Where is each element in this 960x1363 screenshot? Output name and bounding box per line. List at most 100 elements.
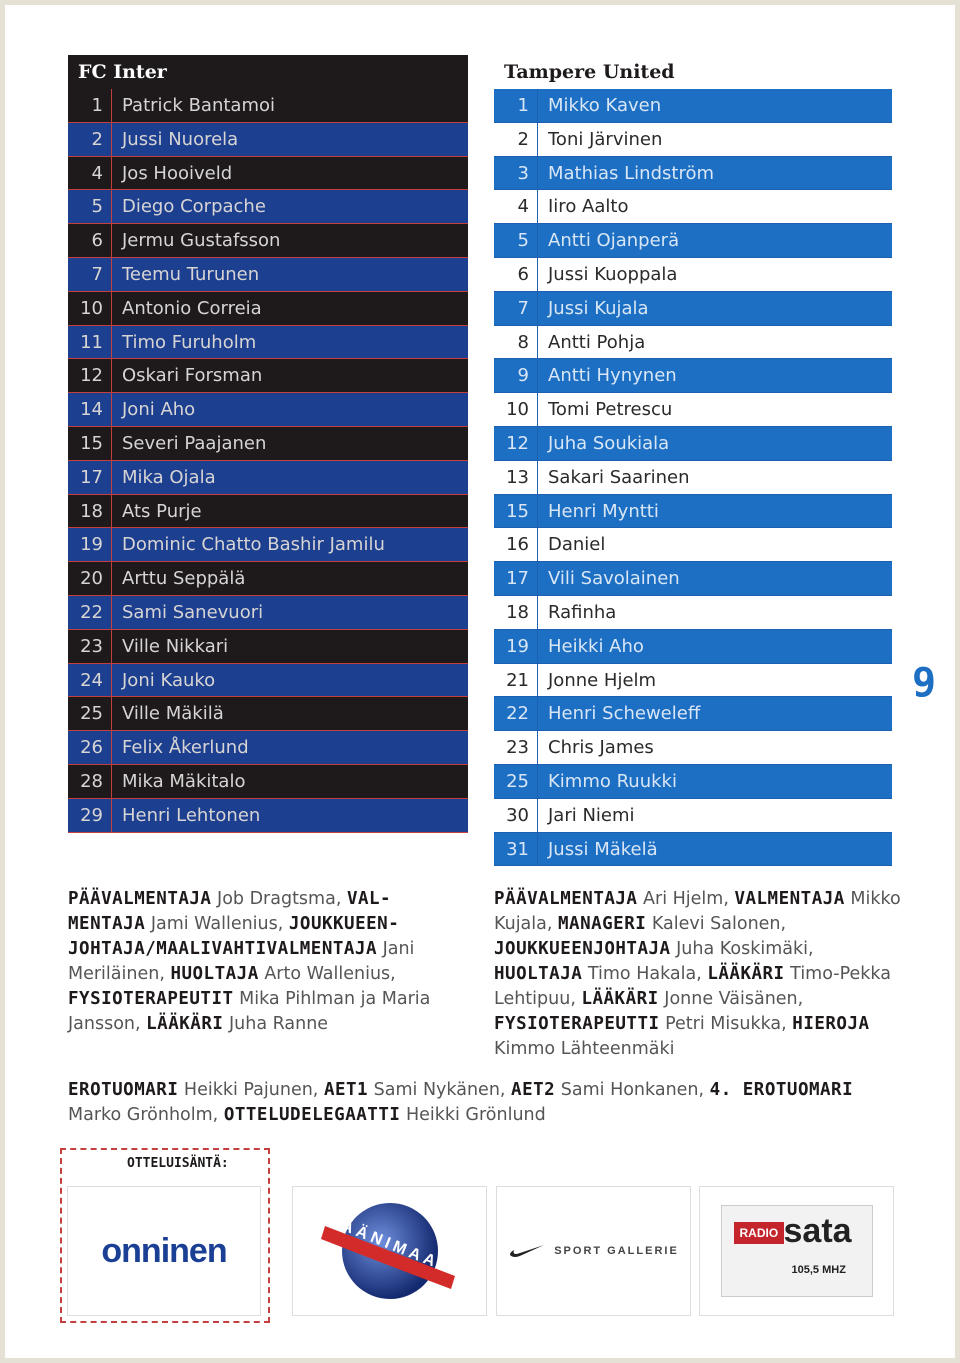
- person-name: Heikki Grönlund: [400, 1105, 546, 1125]
- player-number: 1: [68, 89, 112, 122]
- player-row: 7 Jussi Kujala: [494, 291, 892, 326]
- player-number: 13: [494, 460, 538, 494]
- player-row: 28 Mika Mäkitalo: [68, 764, 468, 799]
- person-name: Juha Ranne: [223, 1014, 329, 1034]
- roster-fc-inter: FC Inter 1 Patrick Bantamoi 2 Jussi Nuorela…: [68, 55, 468, 833]
- player-number: 28: [68, 764, 112, 798]
- player-name: Jari Niemi: [548, 804, 635, 826]
- role-label: FYSIOTERAPEUTTI: [494, 1014, 660, 1034]
- player-number: 19: [494, 629, 538, 663]
- sport-gallerie-wordmark: SPORT GALLERIE: [554, 1245, 679, 1257]
- player-row: 9 Antti Hynynen: [494, 359, 892, 394]
- player-row: 24 Joni Kauko: [68, 663, 468, 698]
- player-row: 6 Jussi Kuoppala: [494, 257, 892, 292]
- player-name: Jussi Mäkelä: [548, 838, 658, 860]
- role-label: PÄÄVALMENTAJA: [494, 889, 638, 909]
- player-row: 6 Jermu Gustafsson: [68, 224, 468, 258]
- player-row: 22 Sami Sanevuori: [68, 595, 468, 630]
- person-name: Mikko Kujala,: [494, 889, 901, 934]
- player-row: 11 Timo Furuholm: [68, 325, 468, 360]
- player-name: Juha Soukiala: [548, 432, 670, 454]
- player-row: 14 Joni Aho: [68, 393, 468, 427]
- player-list: 1 Mikko Kaven 2 Toni Järvinen 3 Mathias Linds…: [494, 89, 892, 867]
- player-name: Ats Purje: [122, 500, 202, 522]
- player-number: 31: [494, 832, 538, 866]
- role-label: OTTELUDELEGAATTI: [223, 1105, 401, 1125]
- role-label: HUOLTAJA: [494, 964, 583, 984]
- player-name: Mika Mäkitalo: [122, 770, 246, 792]
- player-number: 14: [68, 393, 112, 426]
- player-row: 7 Teemu Turunen: [68, 257, 468, 292]
- player-row: 26 Felix Åkerlund: [68, 731, 468, 765]
- player-name: Antti Pohja: [548, 331, 646, 353]
- player-name: Iiro Aalto: [548, 196, 629, 218]
- aanimaa-logo: ÄÄNIMAA: [293, 1187, 486, 1315]
- player-number: 15: [494, 494, 538, 528]
- player-row: 23 Ville Nikkari: [68, 629, 468, 664]
- player-number: 11: [68, 325, 112, 359]
- player-name: Antti Hynynen: [548, 365, 677, 387]
- player-number: 18: [494, 595, 538, 629]
- player-name: Heikki Aho: [548, 635, 644, 657]
- roster-tampere-united: Tampere United 1 Mikko Kaven 2 Toni Järvine…: [494, 55, 892, 867]
- player-name: Mikko Kaven: [548, 95, 662, 116]
- player-row: 21 Jonne Hjelm: [494, 663, 892, 698]
- person-name: Kimmo Lähteenmäki: [494, 1039, 675, 1059]
- role-label: AET2: [511, 1080, 556, 1100]
- player-name: Joni Aho: [122, 399, 196, 421]
- player-name: Toni Järvinen: [548, 128, 663, 150]
- player-row: 5 Antti Ojanperä: [494, 224, 892, 258]
- role-label: LÄÄKÄRI: [581, 989, 659, 1009]
- player-number: 29: [68, 798, 112, 832]
- player-name: Arttu Seppälä: [122, 568, 246, 590]
- player-number: 2: [494, 122, 538, 156]
- role-label: HUOLTAJA: [170, 964, 259, 984]
- player-name: Jonne Hjelm: [548, 669, 657, 691]
- player-name: Vili Savolainen: [548, 568, 680, 590]
- player-number: 7: [68, 257, 112, 291]
- player-row: 3 Mathias Lindström: [494, 156, 892, 191]
- player-row: 12 Juha Soukiala: [494, 426, 892, 461]
- player-row: 4 Jos Hooiveld: [68, 156, 468, 191]
- player-row: 16 Daniel: [494, 528, 892, 563]
- role-label: AET1: [323, 1080, 369, 1100]
- player-number: 3: [494, 156, 538, 190]
- match-officials: EROTUOMARI Heikki Pajunen, AET1 Sami Nyk…: [68, 1078, 888, 1128]
- player-number: 4: [494, 190, 538, 224]
- player-row: 18 Ats Purje: [68, 494, 468, 529]
- player-name: Daniel: [548, 534, 606, 556]
- onninen-wordmark: onninen: [101, 1231, 227, 1270]
- player-row: 30 Jari Niemi: [494, 798, 892, 833]
- player-number: 23: [494, 731, 538, 764]
- player-row: 22 Henri Scheweleff: [494, 697, 892, 732]
- player-row: 1 Patrick Bantamoi: [68, 89, 468, 123]
- sport-gallerie-logo: SPORT GALLERIE: [497, 1187, 690, 1315]
- player-number: 12: [68, 359, 112, 393]
- player-number: 16: [494, 528, 538, 562]
- player-number: 25: [68, 697, 112, 731]
- player-number: 9: [494, 359, 538, 393]
- page-number: 9: [912, 660, 937, 706]
- role-label: 4. EROTUOMARI: [709, 1080, 854, 1100]
- person-name: Juha Koskimäki,: [670, 939, 814, 959]
- player-name: Teemu Turunen: [122, 263, 260, 285]
- player-number: 4: [68, 156, 112, 190]
- player-row: 20 Arttu Seppälä: [68, 562, 468, 596]
- player-name: Kimmo Ruukki: [548, 770, 677, 792]
- player-number: 1: [494, 89, 538, 122]
- radio-sata-logo: RADIO sata 105,5 MHZ: [700, 1187, 893, 1315]
- player-row: 8 Antti Pohja: [494, 325, 892, 360]
- player-number: 17: [68, 460, 112, 494]
- player-name: Chris James: [548, 737, 654, 759]
- player-number: 5: [68, 190, 112, 224]
- player-number: 7: [494, 291, 538, 325]
- person-name: Arto Wallenius,: [258, 964, 396, 984]
- player-name: Jos Hooiveld: [122, 162, 233, 184]
- role-label: FYSIOTERAPEUTIT: [68, 989, 234, 1009]
- player-number: 22: [68, 595, 112, 629]
- role-label: JOUKKUEENJOHTAJA: [494, 939, 671, 959]
- player-number: 25: [494, 764, 538, 798]
- player-row: 10 Tomi Petrescu: [494, 393, 892, 427]
- player-name: Henri Scheweleff: [548, 703, 701, 725]
- player-number: 12: [494, 426, 538, 460]
